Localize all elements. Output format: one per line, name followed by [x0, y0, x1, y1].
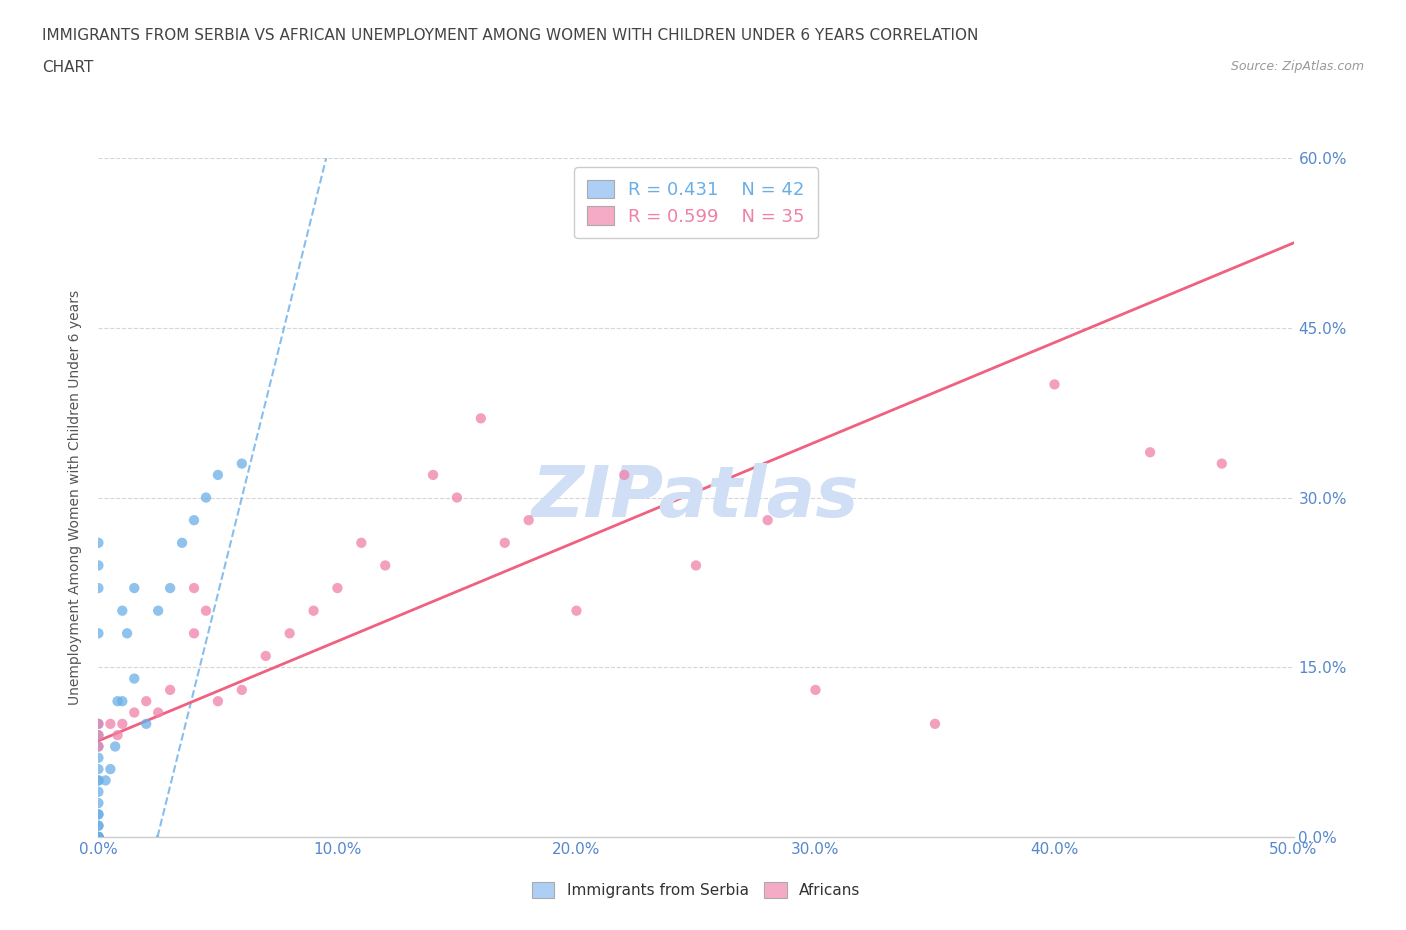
Point	[135, 716, 157, 731]
Point	[1139, 445, 1161, 459]
Point	[111, 716, 134, 731]
Point	[87, 727, 110, 742]
Point	[124, 671, 146, 686]
Point	[278, 626, 301, 641]
Text: CHART: CHART	[42, 60, 94, 75]
Point	[231, 683, 253, 698]
Point	[350, 536, 373, 551]
Point	[87, 773, 110, 788]
Point	[87, 762, 110, 777]
Point	[422, 468, 444, 483]
Point	[87, 727, 110, 742]
Point	[565, 604, 588, 618]
Point	[87, 558, 110, 573]
Point	[302, 604, 325, 618]
Point	[159, 683, 181, 698]
Point	[194, 490, 218, 505]
Point	[111, 604, 134, 618]
Point	[207, 468, 229, 483]
Point	[685, 558, 707, 573]
Point	[107, 694, 129, 709]
Point	[115, 626, 138, 641]
Point	[87, 626, 110, 641]
Point	[87, 830, 110, 844]
Text: IMMIGRANTS FROM SERBIA VS AFRICAN UNEMPLOYMENT AMONG WOMEN WITH CHILDREN UNDER 6: IMMIGRANTS FROM SERBIA VS AFRICAN UNEMPL…	[42, 28, 979, 43]
Point	[183, 580, 205, 595]
Point	[326, 580, 349, 595]
Point	[194, 604, 218, 618]
Point	[124, 705, 146, 720]
Point	[87, 830, 110, 844]
Point	[87, 751, 110, 765]
Point	[87, 818, 110, 833]
Point	[98, 716, 122, 731]
Point	[924, 716, 946, 731]
Point	[254, 648, 277, 663]
Point	[172, 536, 194, 551]
Point	[87, 830, 110, 844]
Y-axis label: Unemployment Among Women with Children Under 6 years: Unemployment Among Women with Children U…	[69, 290, 83, 705]
Point	[94, 773, 117, 788]
Point	[135, 694, 157, 709]
Point	[87, 796, 110, 811]
Point	[111, 694, 134, 709]
Point	[87, 830, 110, 844]
Point	[87, 807, 110, 822]
Point	[87, 580, 110, 595]
Point	[183, 626, 205, 641]
Point	[87, 716, 110, 731]
Point	[87, 830, 110, 844]
Point	[87, 739, 110, 754]
Point	[756, 512, 779, 527]
Point	[207, 694, 229, 709]
Point	[87, 830, 110, 844]
Point	[517, 512, 540, 527]
Point	[374, 558, 396, 573]
Point	[183, 512, 205, 527]
Point	[231, 457, 253, 472]
Point	[87, 830, 110, 844]
Point	[1043, 377, 1066, 392]
Point	[87, 739, 110, 754]
Point	[613, 468, 636, 483]
Point	[87, 716, 110, 731]
Point	[107, 727, 129, 742]
Point	[98, 762, 122, 777]
Legend: Immigrants from Serbia, Africans: Immigrants from Serbia, Africans	[526, 876, 866, 904]
Point	[446, 490, 468, 505]
Text: ZIPatlas: ZIPatlas	[533, 463, 859, 532]
Point	[104, 739, 127, 754]
Point	[494, 536, 516, 551]
Point	[87, 807, 110, 822]
Point	[87, 830, 110, 844]
Point	[470, 411, 492, 426]
Point	[148, 604, 170, 618]
Point	[87, 818, 110, 833]
Text: Source: ZipAtlas.com: Source: ZipAtlas.com	[1230, 60, 1364, 73]
Point	[1211, 457, 1233, 472]
Point	[124, 580, 146, 595]
Point	[148, 705, 170, 720]
Point	[159, 580, 181, 595]
Point	[87, 773, 110, 788]
Point	[804, 683, 827, 698]
Point	[87, 536, 110, 551]
Point	[87, 784, 110, 799]
